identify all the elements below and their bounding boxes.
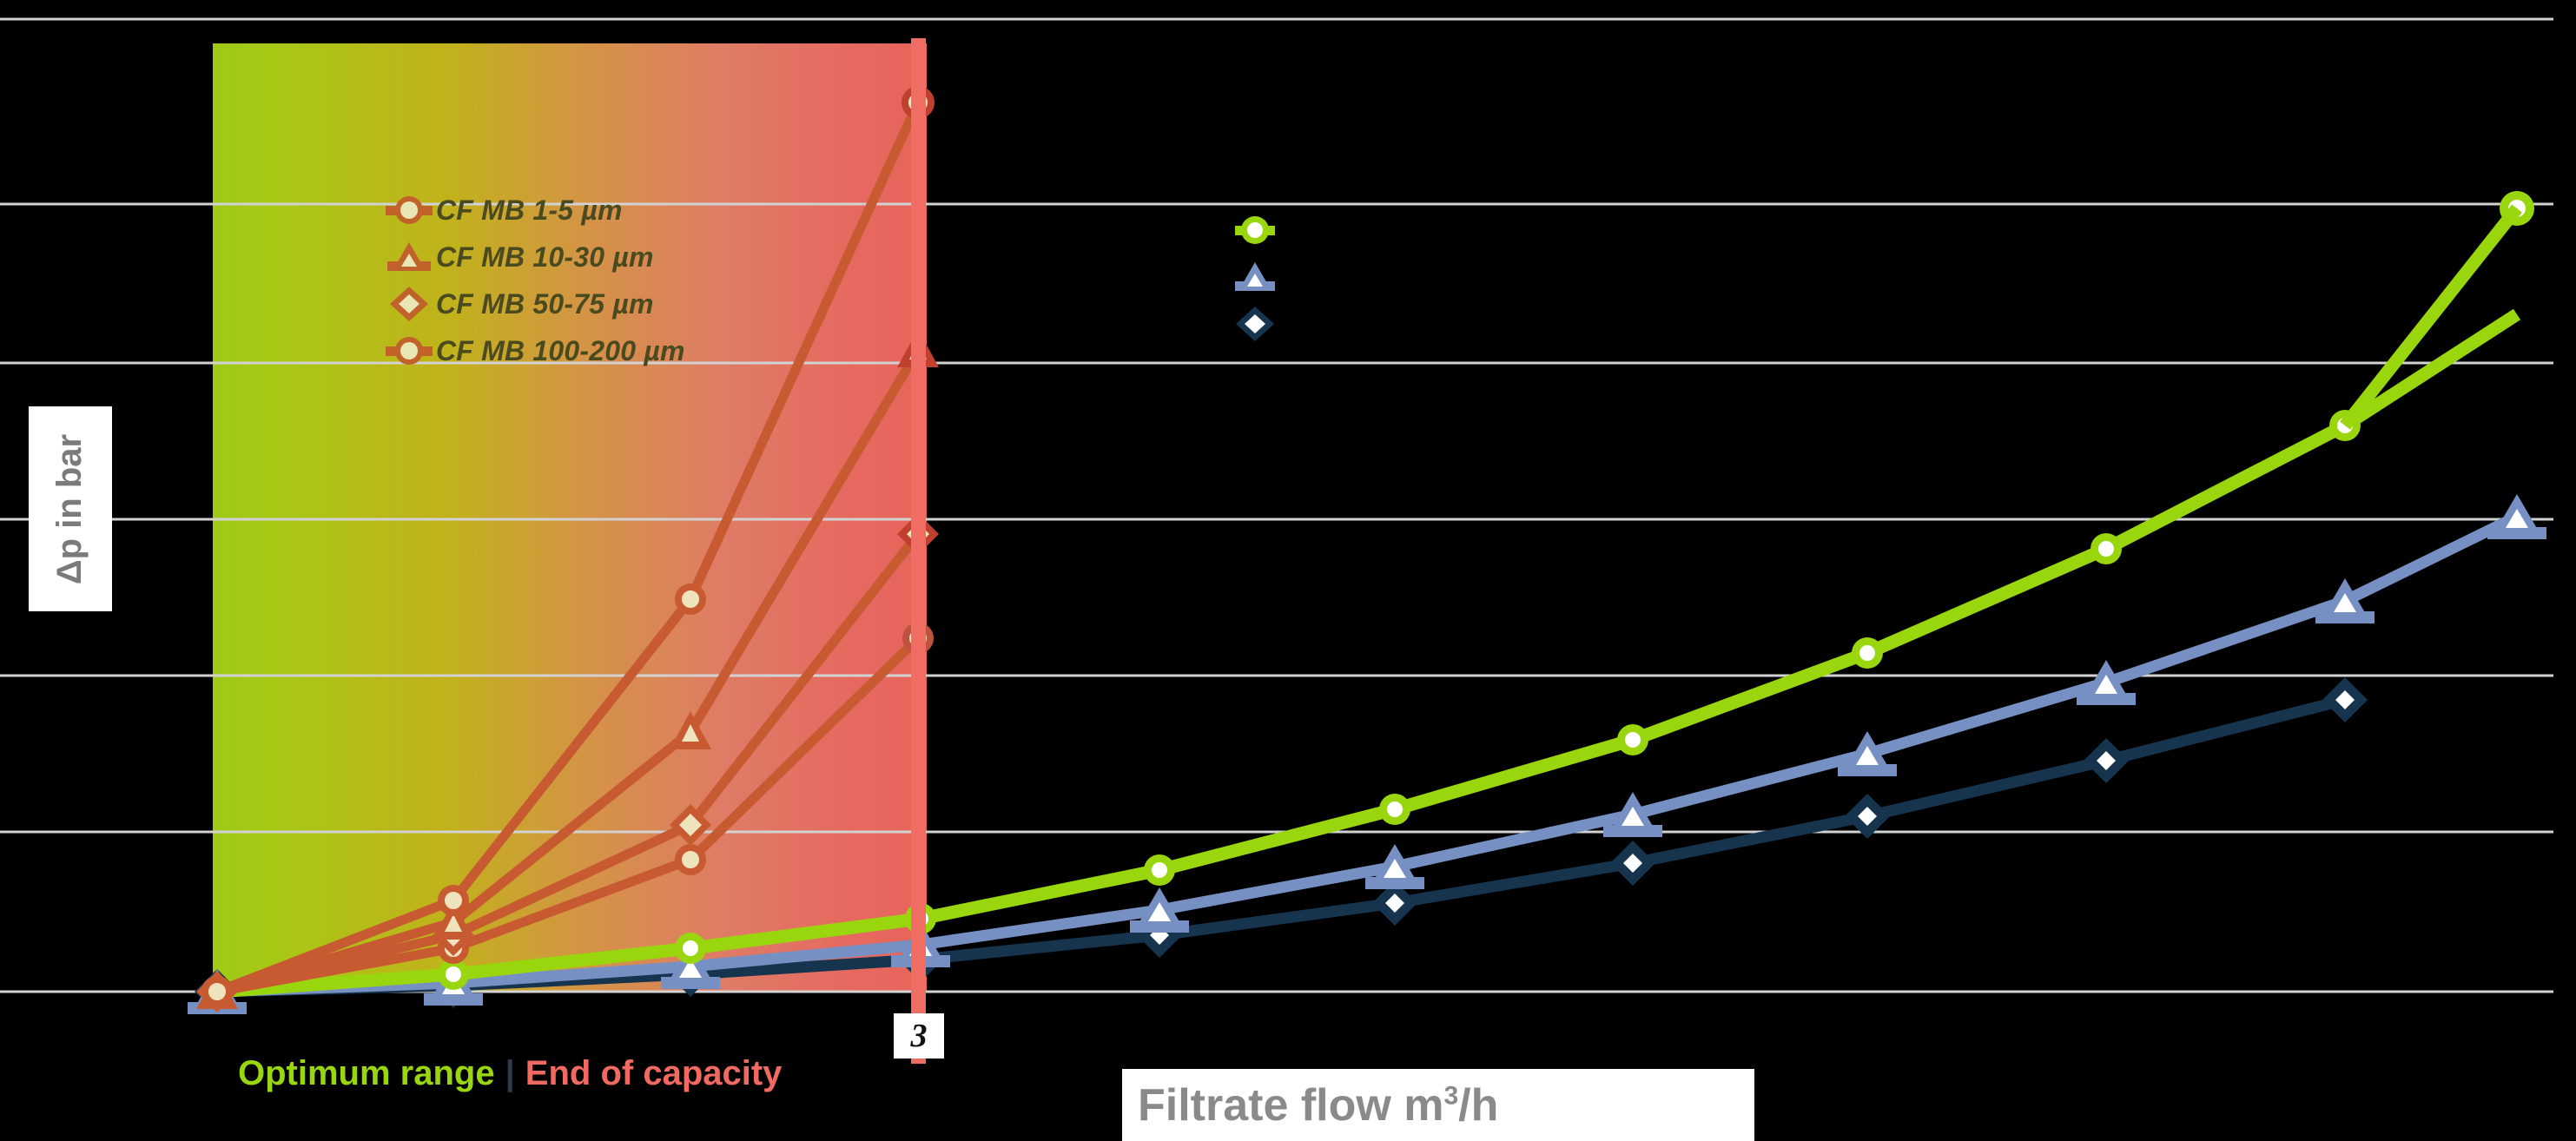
x-axis-title: Filtrate flow m3/h — [1122, 1069, 1754, 1141]
series-green — [201, 191, 2534, 1007]
diamond-marker-icon — [382, 285, 436, 323]
circle-marker-icon — [382, 191, 436, 229]
legend-secondary — [1207, 208, 1303, 349]
legend-secondary-item-blue[interactable] — [1207, 255, 1303, 302]
gridlines — [0, 17, 2553, 993]
legend-item-label: CF MB 50-75 µm — [436, 287, 654, 320]
end-of-capacity-line — [911, 38, 926, 1064]
x-axis-title-text: Filtrate flow m3/h — [1122, 1079, 1498, 1131]
series-cfmb-100-200 — [201, 623, 934, 1007]
legend-item-cf-mb-10-30[interactable]: CF MB 10-30 µm — [382, 234, 834, 280]
caption-separator: | — [505, 1053, 515, 1092]
legend: CF MB 1-5 µm CF MB 10-30 µm CF MB 50-75 … — [382, 187, 834, 374]
x-axis-title-main: Filtrate flow m — [1138, 1079, 1444, 1131]
x-axis-title-superscript: 3 — [1443, 1081, 1459, 1111]
range-caption: Optimum range | End of capacity — [238, 1050, 782, 1097]
y-axis-title-text: Δp in bar — [50, 433, 89, 584]
triangle-marker-icon — [382, 238, 436, 276]
legend-item-label: CF MB 100-200 µm — [436, 334, 685, 366]
y-axis-title: Δp in bar — [29, 406, 112, 611]
legend-item-cf-mb-50-75[interactable]: CF MB 50-75 µm — [382, 280, 834, 327]
legend-secondary-item-green[interactable] — [1207, 208, 1303, 255]
series-blue — [188, 494, 2546, 1014]
diamond-marker-icon — [1228, 305, 1282, 347]
circle-marker-icon — [382, 332, 436, 370]
legend-secondary-item-navy[interactable] — [1207, 302, 1303, 349]
circle-marker-icon — [1228, 211, 1282, 254]
legend-item-label: CF MB 1-5 µm — [436, 194, 623, 226]
legend-item-cf-mb-100-200[interactable]: CF MB 100-200 µm — [382, 327, 834, 374]
capacity-value-label: 3 — [894, 1013, 944, 1059]
x-axis-title-tail: /h — [1458, 1079, 1499, 1131]
end-of-capacity-label: End of capacity — [525, 1053, 783, 1092]
legend-item-label: CF MB 10-30 µm — [436, 241, 654, 273]
legend-item-cf-mb-1-5[interactable]: CF MB 1-5 µm — [382, 187, 834, 234]
optimum-range-label: Optimum range — [238, 1053, 495, 1092]
triangle-marker-icon — [1228, 258, 1282, 300]
